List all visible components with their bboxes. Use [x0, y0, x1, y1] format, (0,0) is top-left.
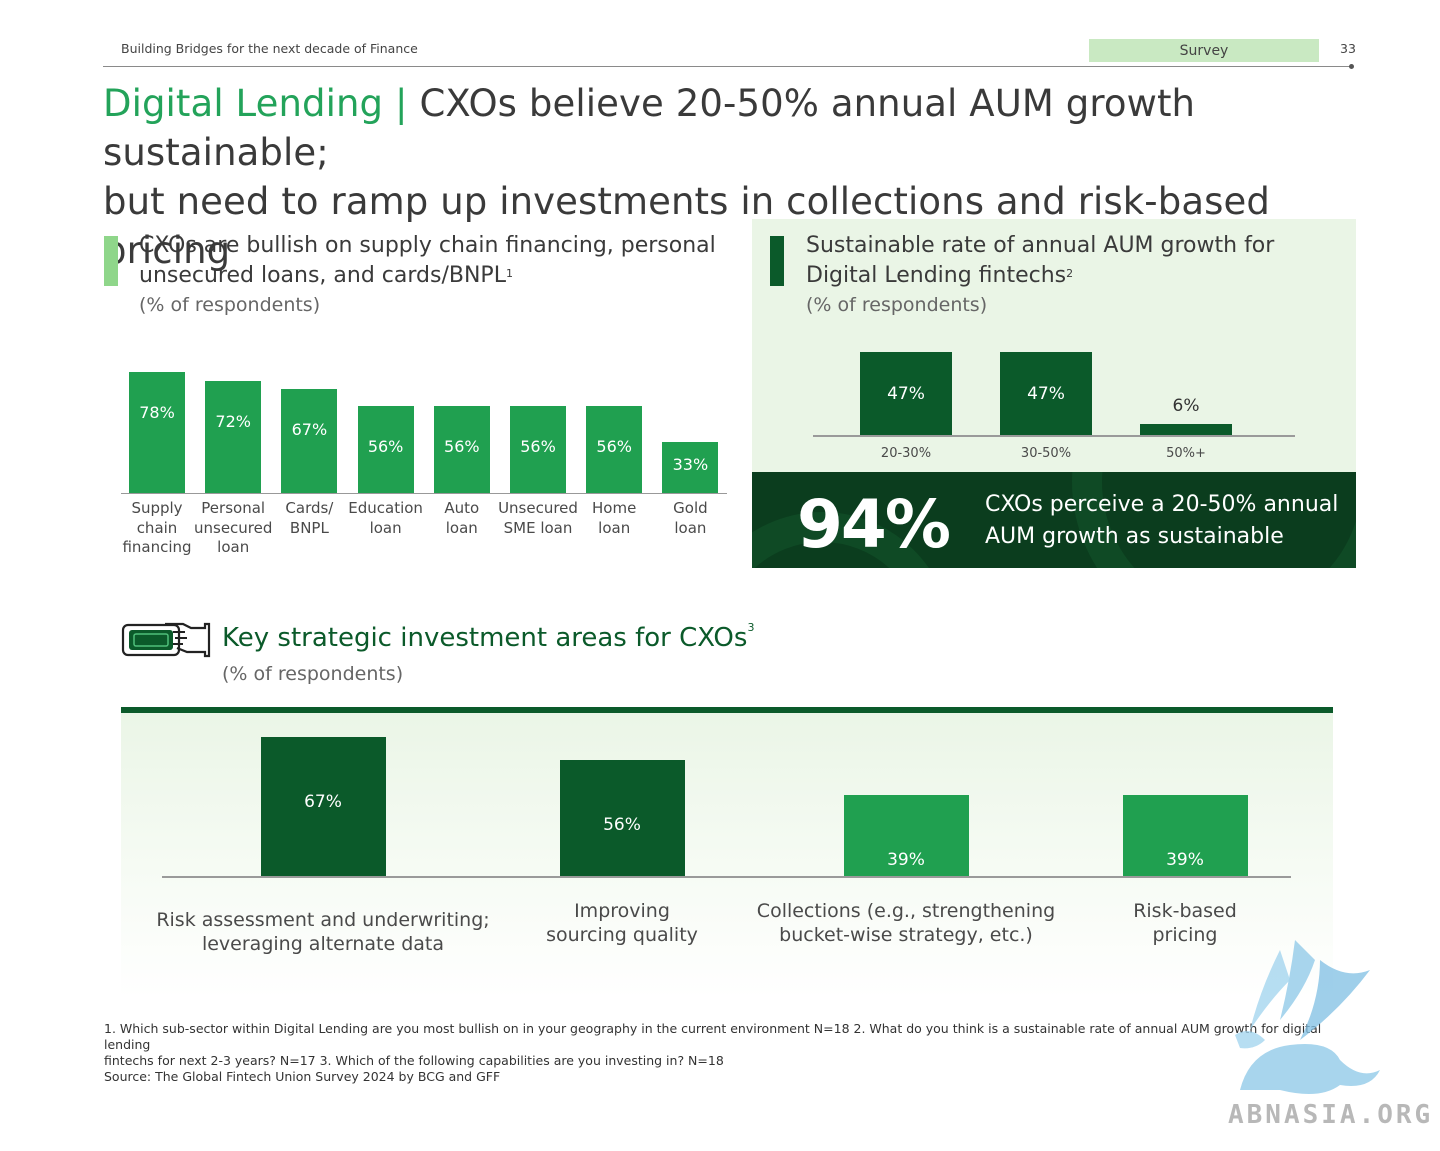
hand-holding-cash-icon [121, 620, 211, 660]
page-title: Digital Lending | CXOs believe 20-50% an… [103, 79, 1393, 275]
chart1-category-label: Unsecured SME loan [498, 499, 578, 537]
chart1-value-label: 56% [596, 437, 632, 457]
bottom-section-title: Key strategic investment areas for CXOs3 [222, 621, 755, 653]
right-section-title: Sustainable rate of annual AUM growth fo… [806, 231, 1346, 291]
chart1-bar [357, 406, 414, 493]
right-section-title-text: Sustainable rate of annual AUM growth fo… [806, 233, 1275, 288]
chart1-category-label: Education loan [348, 499, 423, 537]
left-section-title: CXOs are bullish on supply chain financi… [139, 231, 719, 291]
bottom-panel [121, 707, 1333, 998]
section-marker-left [104, 236, 118, 286]
chart1-bar [586, 406, 643, 493]
chart1-bar [205, 381, 262, 493]
bottom-section-title-text: Key strategic investment areas for CXOs [222, 623, 748, 653]
footnote-line: fintechs for next 2-3 years? N=17 3. Whi… [104, 1053, 724, 1068]
left-footnote-ref: 1 [505, 267, 513, 280]
source-line: Source: The Global Fintech Union Survey … [104, 1069, 501, 1084]
chart1-category-label: Gold loan [673, 499, 708, 537]
title-accent: Digital Lending [103, 82, 384, 125]
highlight-banner [752, 472, 1356, 568]
banner-text: CXOs perceive a 20-50% annual AUM growth… [985, 492, 1339, 549]
chart2-baseline [813, 435, 1295, 437]
page-number: 33 [1340, 41, 1356, 56]
title-separator: | [383, 82, 420, 125]
chart1-value-label: 56% [520, 437, 556, 457]
chart1-value-label: 56% [444, 437, 480, 457]
chart1-value-label: 56% [367, 437, 404, 457]
left-section-title-text: CXOs are bullish on supply chain financi… [139, 233, 716, 288]
bottom-section-subtitle: (% of respondents) [222, 663, 404, 685]
right-footnote-ref: 2 [1066, 267, 1074, 280]
header-divider-dot [1349, 64, 1354, 69]
chart1-bar [281, 389, 338, 493]
chart1-category-label: Supply chain financing [122, 499, 192, 556]
report-title: Building Bridges for the next decade of … [121, 41, 418, 56]
chart1-category-label: Home loan [592, 499, 637, 537]
bottom-panel-top-rule [121, 707, 1333, 713]
title-line1: CXOs believe 20-50% annual AUM growth su… [103, 82, 1196, 174]
title-line2: but need to ramp up investments in colle… [103, 180, 1270, 272]
griffin-icon [1220, 930, 1390, 1100]
bottom-footnote-ref: 3 [747, 621, 755, 634]
header-divider [103, 66, 1353, 67]
chart1-value-label: 67% [291, 420, 328, 440]
chart1-value-label: 78% [139, 403, 175, 422]
watermark-text: ABNASIA.ORG [1228, 1100, 1434, 1130]
chart1-category-label: Cards/BNPL [285, 499, 334, 537]
chart1-value-label: 33% [672, 455, 709, 474]
chart3-baseline [162, 876, 1291, 878]
chart1-bar [510, 406, 566, 493]
banner-value: 94% [797, 486, 951, 563]
section-marker-right [770, 236, 784, 286]
right-section-subtitle: (% of respondents) [806, 294, 988, 316]
left-section-subtitle: (% of respondents) [139, 294, 321, 316]
chart1-bar [433, 406, 490, 493]
chart1-category-label: Personal unsecured loan [193, 499, 273, 556]
chart1-bar [129, 372, 185, 493]
chart1-value-label: 72% [215, 412, 251, 432]
chart1-bar [662, 441, 719, 493]
survey-tag: Survey [1089, 39, 1319, 62]
chart1-baseline [121, 493, 727, 494]
chart1-category-label: Auto loan [444, 499, 480, 537]
footnotes: 1. Which sub-sector within Digital Lendi… [104, 1021, 1354, 1085]
footnote-line: 1. Which sub-sector within Digital Lendi… [104, 1021, 1322, 1052]
